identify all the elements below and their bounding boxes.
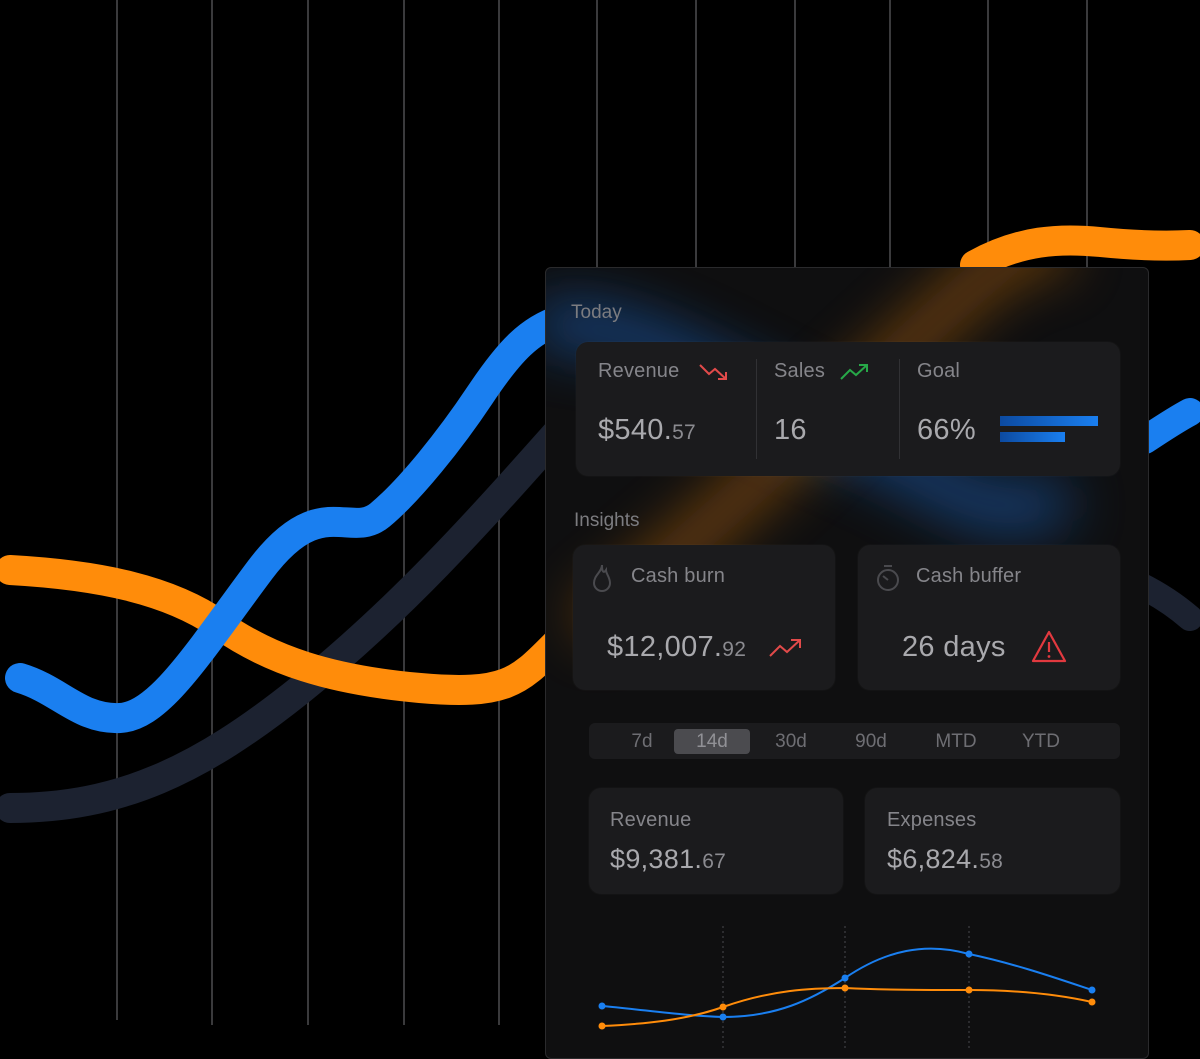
cash-burn-card: Cash burn $12,007.92 bbox=[573, 545, 835, 690]
goal-progress-bar bbox=[1000, 416, 1098, 446]
warning-icon bbox=[1031, 630, 1067, 663]
background-orange-line bbox=[0, 555, 575, 705]
today-card: Revenue $540.57 Sales 16 Goal 66% bbox=[576, 342, 1120, 476]
background-blue-line bbox=[5, 305, 575, 734]
cash-buffer-card: Cash buffer 26 days bbox=[858, 545, 1120, 690]
mini-chart bbox=[598, 926, 1096, 1050]
cash-burn-label: Cash burn bbox=[631, 565, 726, 587]
mini-chart-point bbox=[841, 984, 849, 992]
sales-value: 16 bbox=[774, 414, 807, 446]
revenue-cents: 57 bbox=[672, 421, 697, 444]
summary-expenses-whole: $6,824. bbox=[887, 844, 980, 874]
sales-label: Sales bbox=[774, 360, 826, 382]
mini-chart-point bbox=[965, 986, 973, 994]
revenue-label: Revenue bbox=[598, 360, 680, 382]
divider bbox=[899, 359, 900, 459]
mini-chart-blue-line bbox=[601, 947, 1093, 1019]
background-orange-line-right bbox=[960, 225, 1200, 280]
summary-expenses-label: Expenses bbox=[887, 809, 977, 831]
mini-chart-point bbox=[719, 1013, 727, 1021]
goal-label: Goal bbox=[917, 360, 961, 382]
cash-burn-cents: 92 bbox=[722, 638, 747, 661]
tab-14d[interactable]: 14d bbox=[674, 729, 750, 754]
background-navy-line bbox=[0, 415, 575, 823]
tab-90d[interactable]: 90d bbox=[855, 731, 887, 752]
summary-expenses-value: $6,824.58 bbox=[887, 844, 1003, 875]
mini-chart-orange-line bbox=[601, 986, 1093, 1027]
mini-chart-point bbox=[965, 950, 973, 958]
insights-title: Insights bbox=[574, 510, 640, 531]
cash-burn-value: $12,007.92 bbox=[607, 631, 746, 664]
goal-value: 66% bbox=[917, 414, 976, 446]
mini-chart-orange-points bbox=[598, 984, 1096, 1030]
cash-buffer-value: 26 days bbox=[902, 631, 1006, 663]
trend-down-icon bbox=[699, 364, 727, 380]
goal-progress-secondary bbox=[1000, 432, 1065, 442]
stopwatch-icon bbox=[877, 565, 899, 591]
tab-30d[interactable]: 30d bbox=[775, 731, 807, 752]
summary-revenue-label: Revenue bbox=[610, 809, 692, 831]
flame-icon bbox=[592, 564, 612, 592]
revenue-whole: $540. bbox=[598, 414, 673, 446]
mini-chart-point bbox=[598, 1002, 606, 1010]
cash-burn-whole: $12,007. bbox=[607, 631, 723, 663]
summary-revenue-card: Revenue $9,381.67 bbox=[589, 788, 843, 894]
divider bbox=[756, 359, 757, 459]
goal-progress-fill bbox=[1000, 416, 1098, 426]
mini-chart-point bbox=[719, 1003, 727, 1011]
cash-buffer-label: Cash buffer bbox=[916, 565, 1022, 587]
mini-chart-point bbox=[1088, 986, 1096, 994]
tab-mtd[interactable]: MTD bbox=[935, 731, 977, 752]
today-title: Today bbox=[571, 302, 622, 323]
tab-ytd[interactable]: YTD bbox=[1022, 731, 1060, 752]
summary-expenses-card: Expenses $6,824.58 bbox=[865, 788, 1120, 894]
summary-revenue-value: $9,381.67 bbox=[610, 844, 726, 875]
revenue-value: $540.57 bbox=[598, 414, 696, 447]
mini-chart-blue-points bbox=[598, 950, 1096, 1021]
tab-7d[interactable]: 7d bbox=[631, 731, 653, 752]
dashboard-panel: Today Revenue $540.57 Sales 16 Goal 66% … bbox=[545, 267, 1149, 1059]
trend-up-icon bbox=[769, 639, 801, 657]
mini-chart-point bbox=[598, 1022, 606, 1030]
summary-revenue-cents: 67 bbox=[702, 850, 727, 873]
mini-chart-point bbox=[841, 974, 849, 982]
mini-chart-point bbox=[1088, 998, 1096, 1006]
period-tabs: 7d 14d 30d 90d MTD YTD bbox=[589, 723, 1120, 759]
summary-expenses-cents: 58 bbox=[979, 850, 1004, 873]
summary-revenue-whole: $9,381. bbox=[610, 844, 703, 874]
background-blue-line-right bbox=[1131, 398, 1200, 454]
trend-up-icon bbox=[840, 364, 868, 380]
